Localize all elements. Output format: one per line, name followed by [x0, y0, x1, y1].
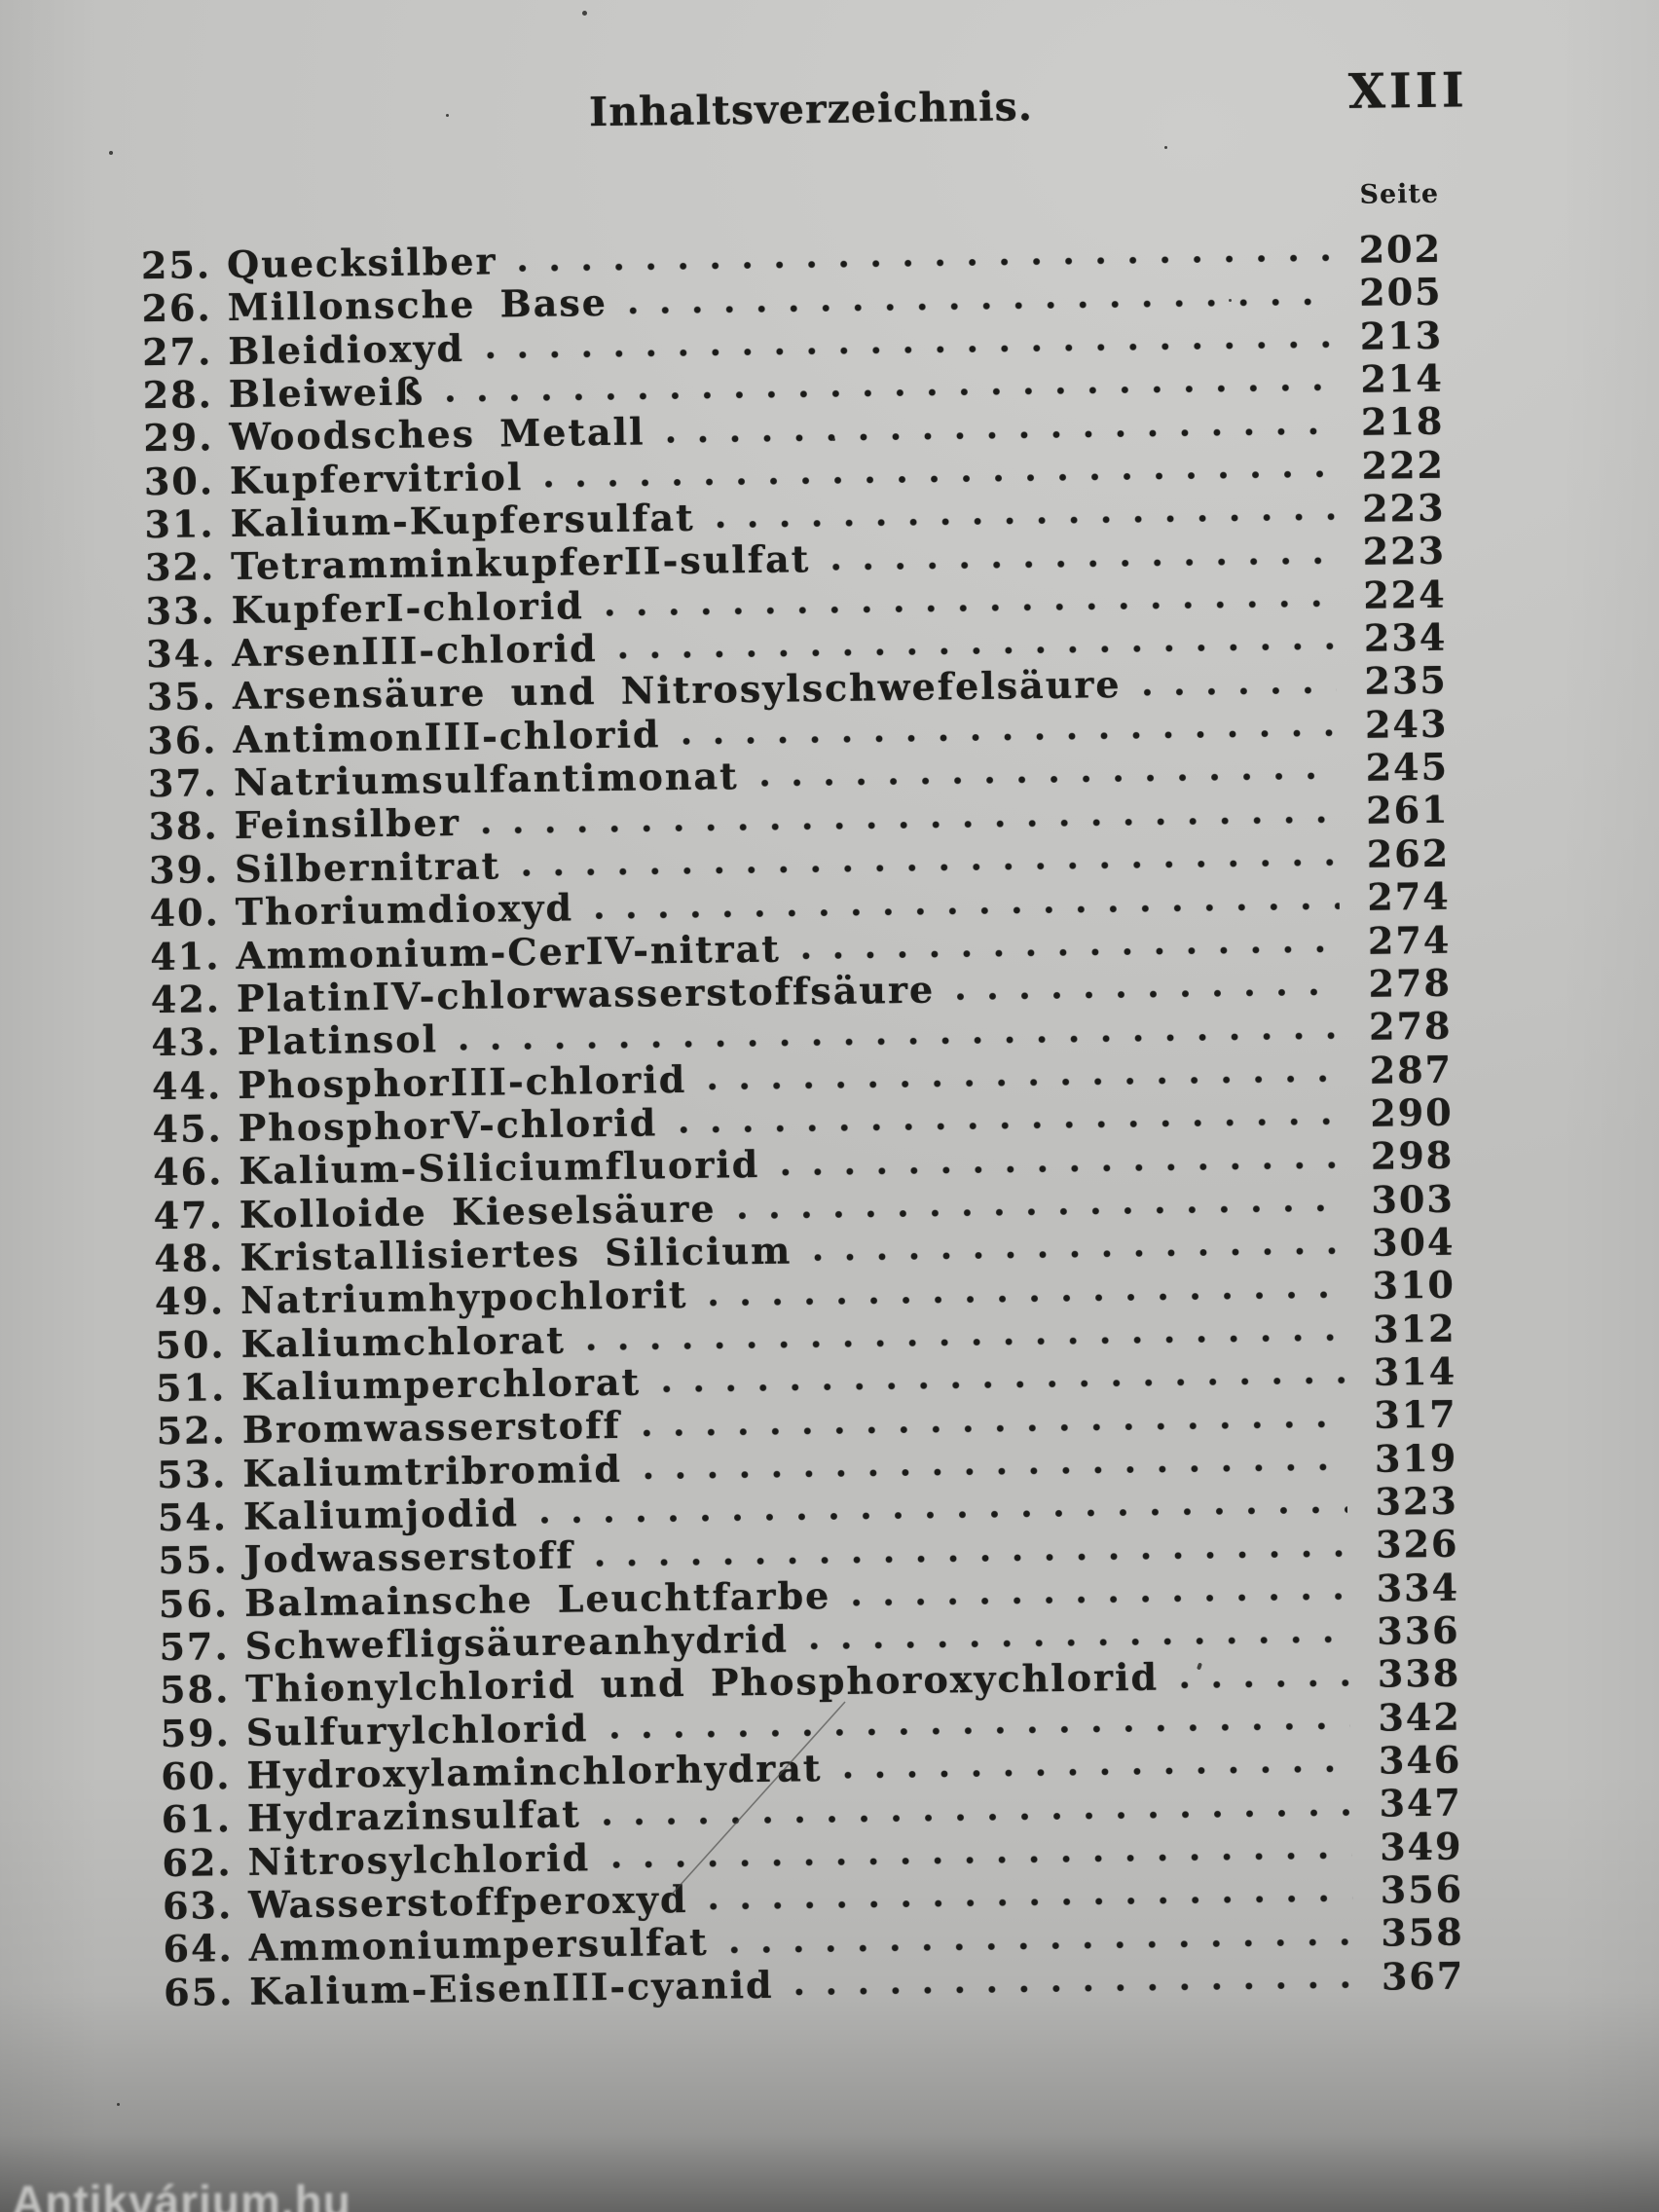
- paper-speck: [109, 151, 113, 155]
- paper-speck: [1164, 146, 1167, 149]
- paper-speck: [1229, 299, 1232, 302]
- paper-speck: [446, 114, 449, 117]
- paper-speck: [832, 438, 835, 441]
- paper-speck: [582, 11, 587, 16]
- paper-speck: [117, 2103, 120, 2106]
- watermark-text: Antikvárium.hu: [12, 2176, 351, 2212]
- paper-speck: [329, 1688, 333, 1692]
